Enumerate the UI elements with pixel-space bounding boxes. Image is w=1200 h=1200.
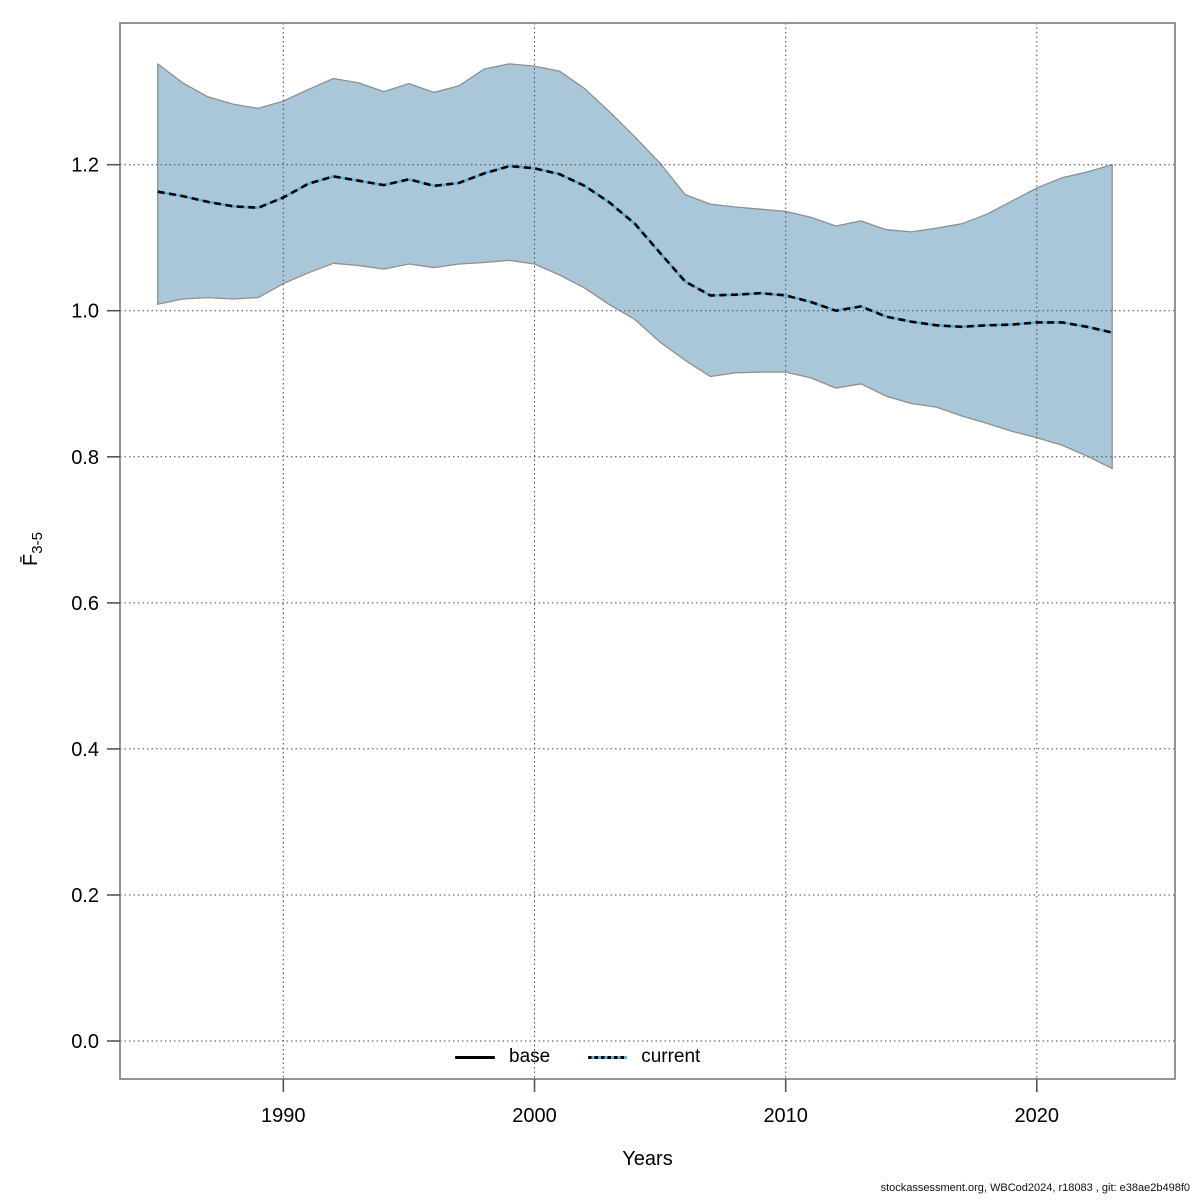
y-tick-label-1.0: 1.0 [71, 301, 99, 323]
x-tick-label-2000: 2000 [512, 1105, 557, 1127]
y-tick-label-0.8: 0.8 [71, 447, 99, 469]
x-axis-label: Years [622, 1148, 673, 1170]
legend-current-label: current [641, 1046, 701, 1067]
y-tick-label-0.4: 0.4 [71, 739, 99, 761]
x-tick-label-1990: 1990 [261, 1105, 306, 1127]
y-axis-label-main: F̄ [20, 553, 42, 566]
y-tick-label-0.0: 0.0 [71, 1031, 99, 1053]
x-tick-label-2020: 2020 [1015, 1105, 1060, 1127]
y-axis-label: F̄3-5 [20, 532, 46, 566]
legend-base-line-swatch [455, 1055, 495, 1059]
x-tick-label-2010: 2010 [763, 1105, 808, 1127]
confidence-band [157, 63, 1113, 470]
y-tick-label-0.2: 0.2 [71, 885, 99, 907]
legend: base current [455, 1044, 700, 1070]
y-tick-label-1.2: 1.2 [71, 155, 99, 177]
current-line-dashed [157, 164, 1113, 334]
legend-current-line-swatch [588, 1055, 628, 1059]
legend-base-label: base [509, 1046, 551, 1067]
plot-border [119, 22, 1176, 1080]
y-axis-label-subscript: 3-5 [29, 532, 46, 554]
y-tick-label-0.6: 0.6 [71, 593, 99, 615]
footer-citation: stockassessment.org, WBCod2024, r18083 ,… [880, 1182, 1190, 1194]
